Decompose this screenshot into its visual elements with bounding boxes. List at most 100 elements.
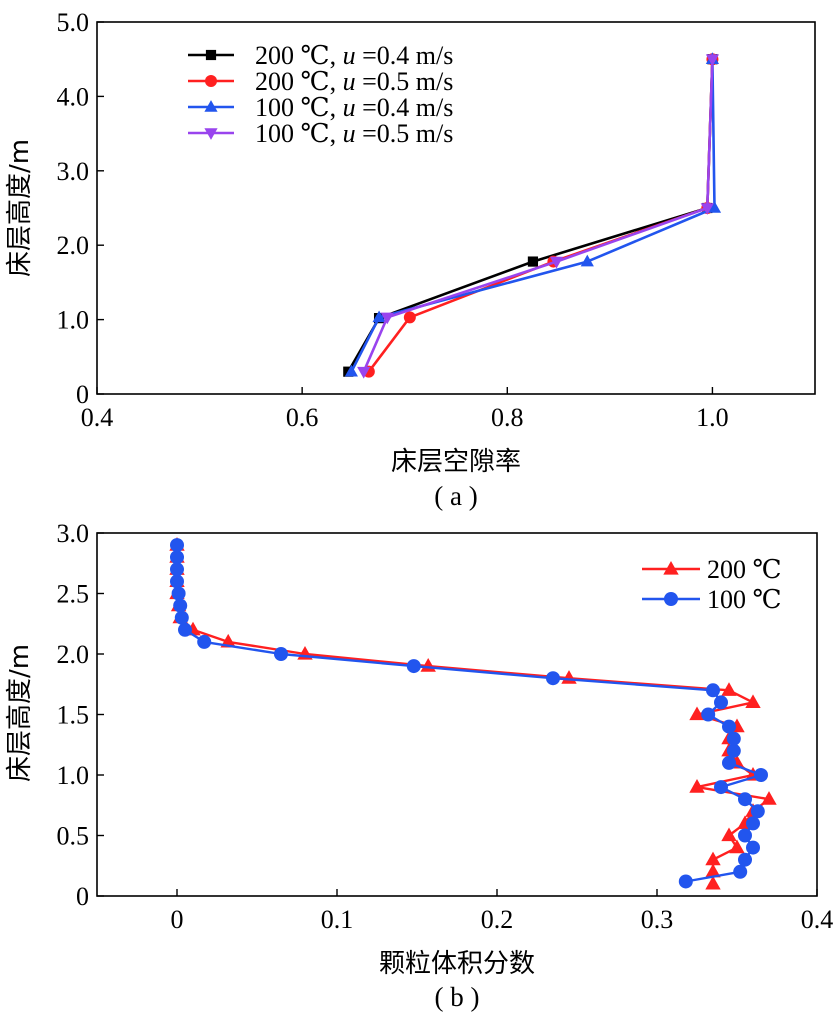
data-point [546,671,560,686]
data-point [171,586,186,601]
y-tick-label: 0 [76,380,89,409]
data-point [344,364,358,377]
data-point [714,780,728,795]
legend-marker [205,49,217,61]
y-tick-label: 3.0 [57,157,90,186]
x-tick-label: 0.4 [801,905,834,934]
data-point [705,863,721,878]
data-point [738,828,752,843]
data-point [527,256,539,267]
data-point [722,719,736,734]
x-tick-label: 0.2 [481,905,514,934]
y-axis-label-b: 床层高度/m [5,644,35,782]
y-tick-label: 1.5 [57,701,90,730]
caption-b: ( b ) [435,982,480,1012]
data-point [174,610,189,625]
y-tick-label: 2.0 [57,640,90,669]
data-point [178,622,192,637]
data-point [745,694,761,708]
y-tick-label: 4.0 [57,82,90,111]
x-axis-label-a: 床层空隙率 [391,447,521,477]
data-point [173,598,188,613]
x-tick-label: 0.3 [641,905,674,934]
data-point [678,874,693,889]
y-tick-label: 3.0 [57,519,90,548]
y-tick-label: 0.5 [57,822,90,851]
data-point [750,804,765,819]
data-point [403,311,416,324]
x-tick-label: 1.0 [696,403,729,432]
data-point [705,54,720,67]
data-point [701,707,716,722]
y-tick-label: 1.0 [57,306,90,335]
data-point [705,851,721,866]
data-point [726,743,741,758]
legend-marker [204,128,218,140]
data-point [714,695,728,710]
x-tick-label: 0.4 [81,403,114,432]
y-axis-label-a: 床层高度/m [5,139,35,277]
x-tick-label: 0.6 [286,403,319,432]
data-point [733,864,748,879]
x-tick-label: 0.8 [491,403,524,432]
x-axis-label-b: 颗粒体积分数 [379,949,535,979]
data-point [746,840,760,855]
y-tick-label: 5.0 [57,8,90,37]
y-tick-label: 0 [76,882,89,911]
data-point [761,791,777,805]
data-point [580,254,594,267]
legend-label: 200 ℃ [707,555,782,584]
series-3 [344,52,722,377]
data-point [738,852,752,867]
data-point [197,634,212,649]
data-point [754,768,768,782]
data-point [549,256,564,269]
series-4 [357,54,720,379]
x-tick-label: 0.1 [321,905,354,934]
data-point [170,538,184,553]
data-point [726,731,741,746]
series-2 [170,538,768,889]
y-tick-label: 2.5 [57,580,90,609]
caption-a: ( a ) [434,481,477,511]
series-line [175,545,771,884]
chart-panel-b: 0 0.1 0.2 0.3 0.4 0 0.5 1.0 1.5 2.0 2.5 3.0 200 ℃10… [5,519,833,1012]
legend-label: 100 ℃, u =0.5 m/s [255,119,453,148]
legend-label: 200 ℃, u =0.4 m/s [255,41,453,70]
data-point [722,755,736,770]
data-point [721,827,737,842]
y-tick-label: 2.0 [57,231,90,260]
data-point [406,659,421,674]
plot-frame-a [96,21,816,395]
legend-label: 100 ℃ [707,585,782,614]
legend-marker [664,592,678,606]
chart-panel-a: 0.4 0.6 0.8 1.0 0 1.0 2.0 3.0 4.0 5.0 200 ℃, u =0… [5,8,816,511]
data-point [357,366,371,379]
legend-marker [663,560,679,575]
data-point [706,683,720,698]
data-point [746,816,760,831]
data-point [721,682,737,696]
series-1 [169,537,777,890]
legend-label: 200 ℃, u =0.5 m/s [255,67,453,96]
data-point [170,562,184,577]
data-point [738,792,752,807]
data-point [170,574,184,589]
y-tick-label: 1.0 [57,761,90,790]
legend-marker [204,100,218,112]
data-point [689,706,705,721]
data-point [705,875,721,890]
data-point [707,201,722,213]
data-point [689,779,705,793]
data-point [700,203,714,215]
data-point [274,647,288,661]
data-point [170,550,184,565]
legend-marker [205,75,217,87]
x-tick-label: 0 [171,905,184,934]
data-point [372,310,386,323]
data-point [729,839,745,854]
data-point [380,312,394,325]
